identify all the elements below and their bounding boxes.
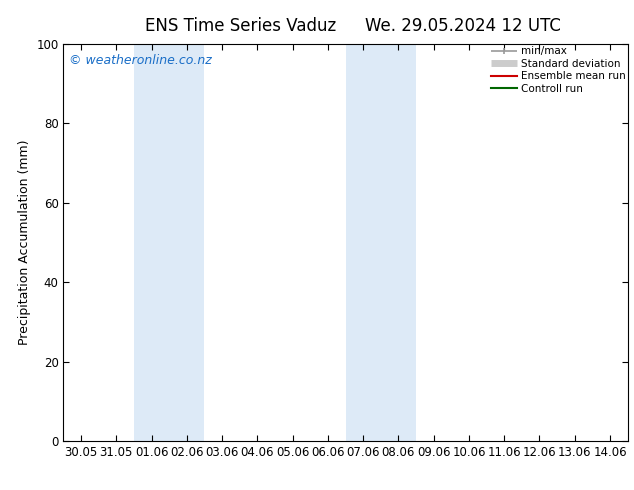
Legend: min/max, Standard deviation, Ensemble mean run, Controll run: min/max, Standard deviation, Ensemble me… xyxy=(489,45,626,95)
Text: ENS Time Series Vaduz: ENS Time Series Vaduz xyxy=(145,17,337,35)
Bar xyxy=(346,44,416,441)
Text: We. 29.05.2024 12 UTC: We. 29.05.2024 12 UTC xyxy=(365,17,560,35)
Y-axis label: Precipitation Accumulation (mm): Precipitation Accumulation (mm) xyxy=(18,140,30,345)
Bar xyxy=(134,44,204,441)
Text: © weatheronline.co.nz: © weatheronline.co.nz xyxy=(69,54,212,67)
